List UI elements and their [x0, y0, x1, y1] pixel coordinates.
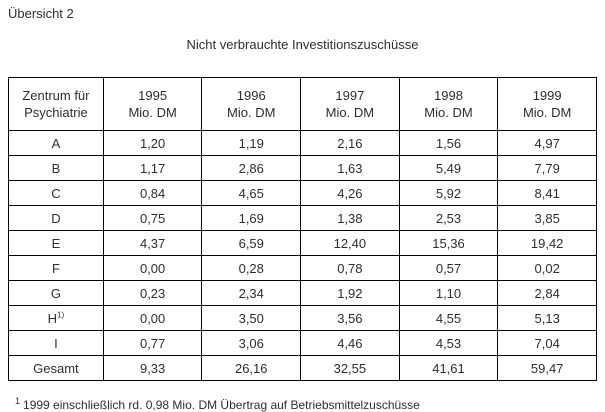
value-cell: 4,65 [201, 180, 302, 206]
year-label: 1995 [138, 88, 168, 103]
table-header-row: Zentrum für Psychiatrie 1995 Mio. DM 1996 M… [8, 77, 597, 131]
row-label-cell: E [8, 230, 104, 256]
investment-grants-table: Zentrum für Psychiatrie 1995 Mio. DM 1996 M… [8, 77, 597, 381]
footnote: 1 1999 einschließlich rd. 0,98 Mio. DM Üb… [8, 396, 597, 412]
value-cell: 15,36 [398, 230, 499, 256]
value-cell: 0,23 [102, 280, 203, 306]
value-cell: 1,20 [102, 130, 203, 156]
value-cell: 0,78 [300, 255, 400, 281]
value-cell: 3,85 [497, 205, 597, 231]
value-cell: 1,38 [300, 205, 400, 231]
table-row: F 0,00 0,28 0,78 0,57 0,02 [8, 255, 597, 281]
value-cell: 41,61 [398, 355, 499, 381]
row-label-cell: D [8, 205, 104, 231]
value-cell: 4,26 [300, 180, 400, 206]
value-cell: 8,41 [497, 180, 597, 206]
value-cell: 26,16 [201, 355, 302, 381]
row-label-cell: C [8, 180, 104, 206]
value-cell: 0,02 [497, 255, 597, 281]
column-header-year: 1996 Mio. DM [201, 77, 302, 131]
row-label-cell: B [8, 155, 104, 181]
value-cell: 59,47 [497, 355, 597, 381]
value-cell: 4,55 [398, 305, 499, 331]
value-cell: 1,69 [201, 205, 302, 231]
value-cell: 12,40 [300, 230, 400, 256]
value-cell: 3,56 [300, 305, 400, 331]
column-header-year: 1998 Mio. DM [398, 77, 499, 131]
column-header-year: 1997 Mio. DM [300, 77, 400, 131]
footnote-marker: 1 [15, 396, 21, 406]
value-cell: 1,56 [398, 130, 499, 156]
value-cell: 1,17 [102, 155, 203, 181]
column-header-center: Zentrum für Psychiatrie [8, 77, 104, 131]
value-cell: 0,28 [201, 255, 302, 281]
value-cell: 6,59 [201, 230, 302, 256]
unit-label: Mio. DM [227, 105, 276, 120]
value-cell: 4,97 [497, 130, 597, 156]
value-cell: 1,10 [398, 280, 499, 306]
column-header-center-line2: Psychiatrie [24, 105, 88, 120]
value-cell: 3,06 [201, 330, 302, 356]
year-label: 1998 [434, 88, 463, 103]
value-cell: 0,57 [398, 255, 499, 281]
value-cell: 0,00 [102, 255, 203, 281]
row-label-cell: I [8, 330, 104, 356]
overview-label: Übersicht 2 [8, 6, 74, 21]
table-row: G 0,23 2,34 1,92 1,10 2,84 [8, 280, 597, 306]
value-cell: 4,37 [102, 230, 203, 256]
value-cell: 5,13 [497, 305, 597, 331]
column-header-center-line1: Zentrum für [22, 88, 90, 103]
value-cell: 2,53 [398, 205, 499, 231]
year-label: 1999 [532, 88, 562, 103]
row-label-cell: Gesamt [8, 355, 104, 381]
value-cell: 4,53 [398, 330, 499, 356]
value-cell: 7,04 [497, 330, 597, 356]
value-cell: 0,77 [102, 330, 203, 356]
table-row: A 1,20 1,19 2,16 1,56 4,97 [8, 130, 597, 156]
row-label-cell: F [8, 255, 104, 281]
unit-label: Mio. DM [128, 105, 177, 120]
year-label: 1997 [335, 88, 365, 103]
table-row: E 4,37 6,59 12,40 15,36 19,42 [8, 230, 597, 256]
table-row: I 0,77 3,06 4,46 4,53 7,04 [8, 330, 597, 356]
value-cell: 2,86 [201, 155, 302, 181]
row-label-cell: G [8, 280, 104, 306]
value-cell: 5,92 [398, 180, 499, 206]
value-cell: 0,75 [102, 205, 203, 231]
column-header-year: 1999 Mio. DM [497, 77, 597, 131]
value-cell: 1,63 [300, 155, 400, 181]
value-cell: 9,33 [102, 355, 203, 381]
value-cell: 32,55 [300, 355, 400, 381]
row-label-cell: A [8, 130, 104, 156]
footnote-marker-ref: 1) [57, 310, 65, 320]
value-cell: 1,92 [300, 280, 400, 306]
value-cell: 1,19 [201, 130, 302, 156]
table-row: B 1,17 2,86 1,63 5,49 7,79 [8, 155, 597, 181]
table-row: H1) 0,00 3,50 3,56 4,55 5,13 [8, 305, 597, 331]
unit-label: Mio. DM [522, 105, 572, 120]
column-header-year: 1995 Mio. DM [102, 77, 203, 131]
value-cell: 2,34 [201, 280, 302, 306]
table-row: C 0,84 4,65 4,26 5,92 8,41 [8, 180, 597, 206]
document-title: Nicht verbrauchte Investitionszuschüsse [186, 37, 419, 52]
value-cell: 0,00 [102, 305, 203, 331]
table-row: D 0,75 1,69 1,38 2,53 3,85 [8, 205, 597, 231]
unit-label: Mio. DM [325, 105, 375, 120]
value-cell: 19,42 [497, 230, 597, 256]
unit-label: Mio. DM [424, 105, 473, 120]
value-cell: 2,16 [300, 130, 400, 156]
footnote-text: 1999 einschließlich rd. 0,98 Mio. DM Übe… [23, 398, 420, 412]
value-cell: 4,46 [300, 330, 400, 356]
value-cell: 0,84 [102, 180, 203, 206]
value-cell: 3,50 [201, 305, 302, 331]
row-label-cell: H1) [8, 305, 104, 331]
value-cell: 5,49 [398, 155, 499, 181]
value-cell: 2,84 [497, 280, 597, 306]
table-row: Gesamt 9,33 26,16 32,55 41,61 59,47 [8, 355, 597, 381]
year-label: 1996 [236, 88, 266, 103]
value-cell: 7,79 [497, 155, 597, 181]
